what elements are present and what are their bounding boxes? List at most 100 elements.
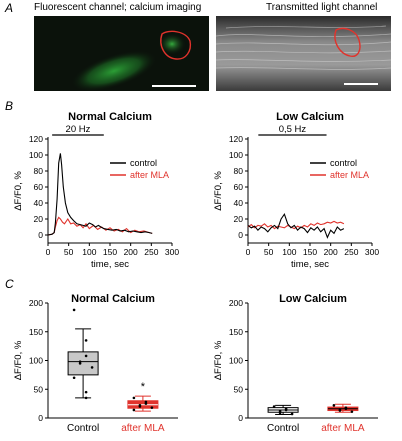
roi-outline-fluorescent [160,30,192,60]
y-tick-label: 60 [34,182,44,192]
y-tick-label: 150 [229,327,243,337]
y-axis-label: ΔF/F0, % [13,340,24,380]
x-tick-label: 300 [365,247,379,257]
y-tick-label: 50 [234,384,244,394]
transmitted-image [216,16,391,91]
chart-low-calcium-box: Low Calcium 0 50 100 150 200 ΔF/F0, % Control af… [213,293,378,434]
x-tick-label: 250 [344,247,358,257]
data-point [272,405,276,408]
y-axis-label: ΔF/F0, % [213,340,224,380]
data-point [84,339,88,342]
data-point [84,396,88,400]
y-tick-label: 0 [38,413,43,423]
x-tick-label: 100 [82,247,96,257]
transmitted-bg [216,16,391,91]
stimulus-label: 20 Hz [66,124,91,135]
box-body [67,351,99,376]
x-tick-label: 150 [303,247,317,257]
y-tick-label: 80 [34,166,44,176]
category-label-control: Control [267,423,299,434]
y-tick-label: 0 [38,230,43,240]
data-point [332,404,336,407]
legend-label: after MLA [130,170,169,180]
chart-title: Low Calcium [279,293,347,305]
panel-letter-b: B [5,99,14,113]
x-tick-label: 150 [103,247,117,257]
x-tick-label: 0 [46,247,51,257]
data-point [338,409,342,412]
y-tick-label: 200 [29,298,43,308]
data-point [344,407,348,411]
x-tick-label: 250 [144,247,158,257]
y-axis-label: ΔF/F0, % [13,171,24,211]
fluorescent-image [34,16,209,91]
category-label-after-mla: after MLA [121,423,165,434]
y-tick-label: 50 [34,384,44,394]
y-tick-label: 120 [29,134,43,144]
y-tick-label: 20 [234,214,244,224]
category-label-after-mla: after MLA [321,423,365,434]
data-point [72,308,76,312]
y-tick-label: 40 [34,198,44,208]
y-tick-label: 100 [229,150,243,160]
stimulus-label: 0,5 Hz [279,124,307,135]
data-point [84,390,88,394]
y-tick-label: 100 [29,356,43,366]
chart-title: Normal Calcium [68,111,152,123]
x-tick-label: 100 [282,247,296,257]
series-line-control [47,153,153,236]
series-line-control [247,212,345,239]
y-tick-label: 20 [34,214,44,224]
x-tick-label: 200 [124,247,138,257]
y-tick-label: 0 [238,230,243,240]
y-tick-label: 200 [229,298,243,308]
data-point [138,405,142,408]
chart-title: Normal Calcium [71,293,155,305]
chart-normal-calcium-box: Normal Calcium 0 50 100 150 200 ΔF/F0, % Contro… [13,293,178,434]
y-tick-label: 80 [234,166,244,176]
data-point [290,412,294,416]
panel-letter-c: C [5,277,14,291]
data-point [72,376,76,380]
x-tick-label: 200 [324,247,338,257]
data-point [144,402,148,405]
roi-outline-transmitted [334,27,361,57]
data-point [132,408,136,412]
data-point [78,362,82,365]
y-tick-label: 150 [29,327,43,337]
x-tick-label: 0 [246,247,251,257]
y-tick-label: 120 [229,134,243,144]
x-axis-label: time, sec [91,259,129,270]
transmitted-svg [216,16,391,91]
chart-title: Low Calcium [276,111,344,123]
data-point [150,406,154,409]
y-tick-label: 40 [234,198,244,208]
y-axis-label: ΔF/F0, % [213,171,224,211]
data-point [84,354,88,358]
legend-label: control [330,158,357,168]
data-point [278,411,282,415]
y-tick-label: 0 [238,413,243,423]
data-point [284,408,288,412]
data-point [350,410,354,413]
x-axis-label: time, sec [291,259,329,270]
significance-marker: * [141,381,146,393]
transmitted-texture [216,25,391,70]
legend-label: control [130,158,157,168]
fluorescent-svg [70,30,196,91]
category-label-control: Control [67,423,99,434]
y-tick-label: 60 [234,182,244,192]
fluorescent-hotspot [158,33,186,55]
fluorescent-cell [70,50,158,91]
x-tick-label: 300 [165,247,179,257]
x-tick-label: 50 [264,247,274,257]
data-point [90,366,94,369]
data-point [132,396,136,400]
x-tick-label: 50 [64,247,74,257]
transmitted-caption: Transmitted light channel [266,2,378,13]
y-tick-label: 100 [229,356,243,366]
legend-label: after MLA [330,170,369,180]
panel-letter-a: A [5,1,14,15]
